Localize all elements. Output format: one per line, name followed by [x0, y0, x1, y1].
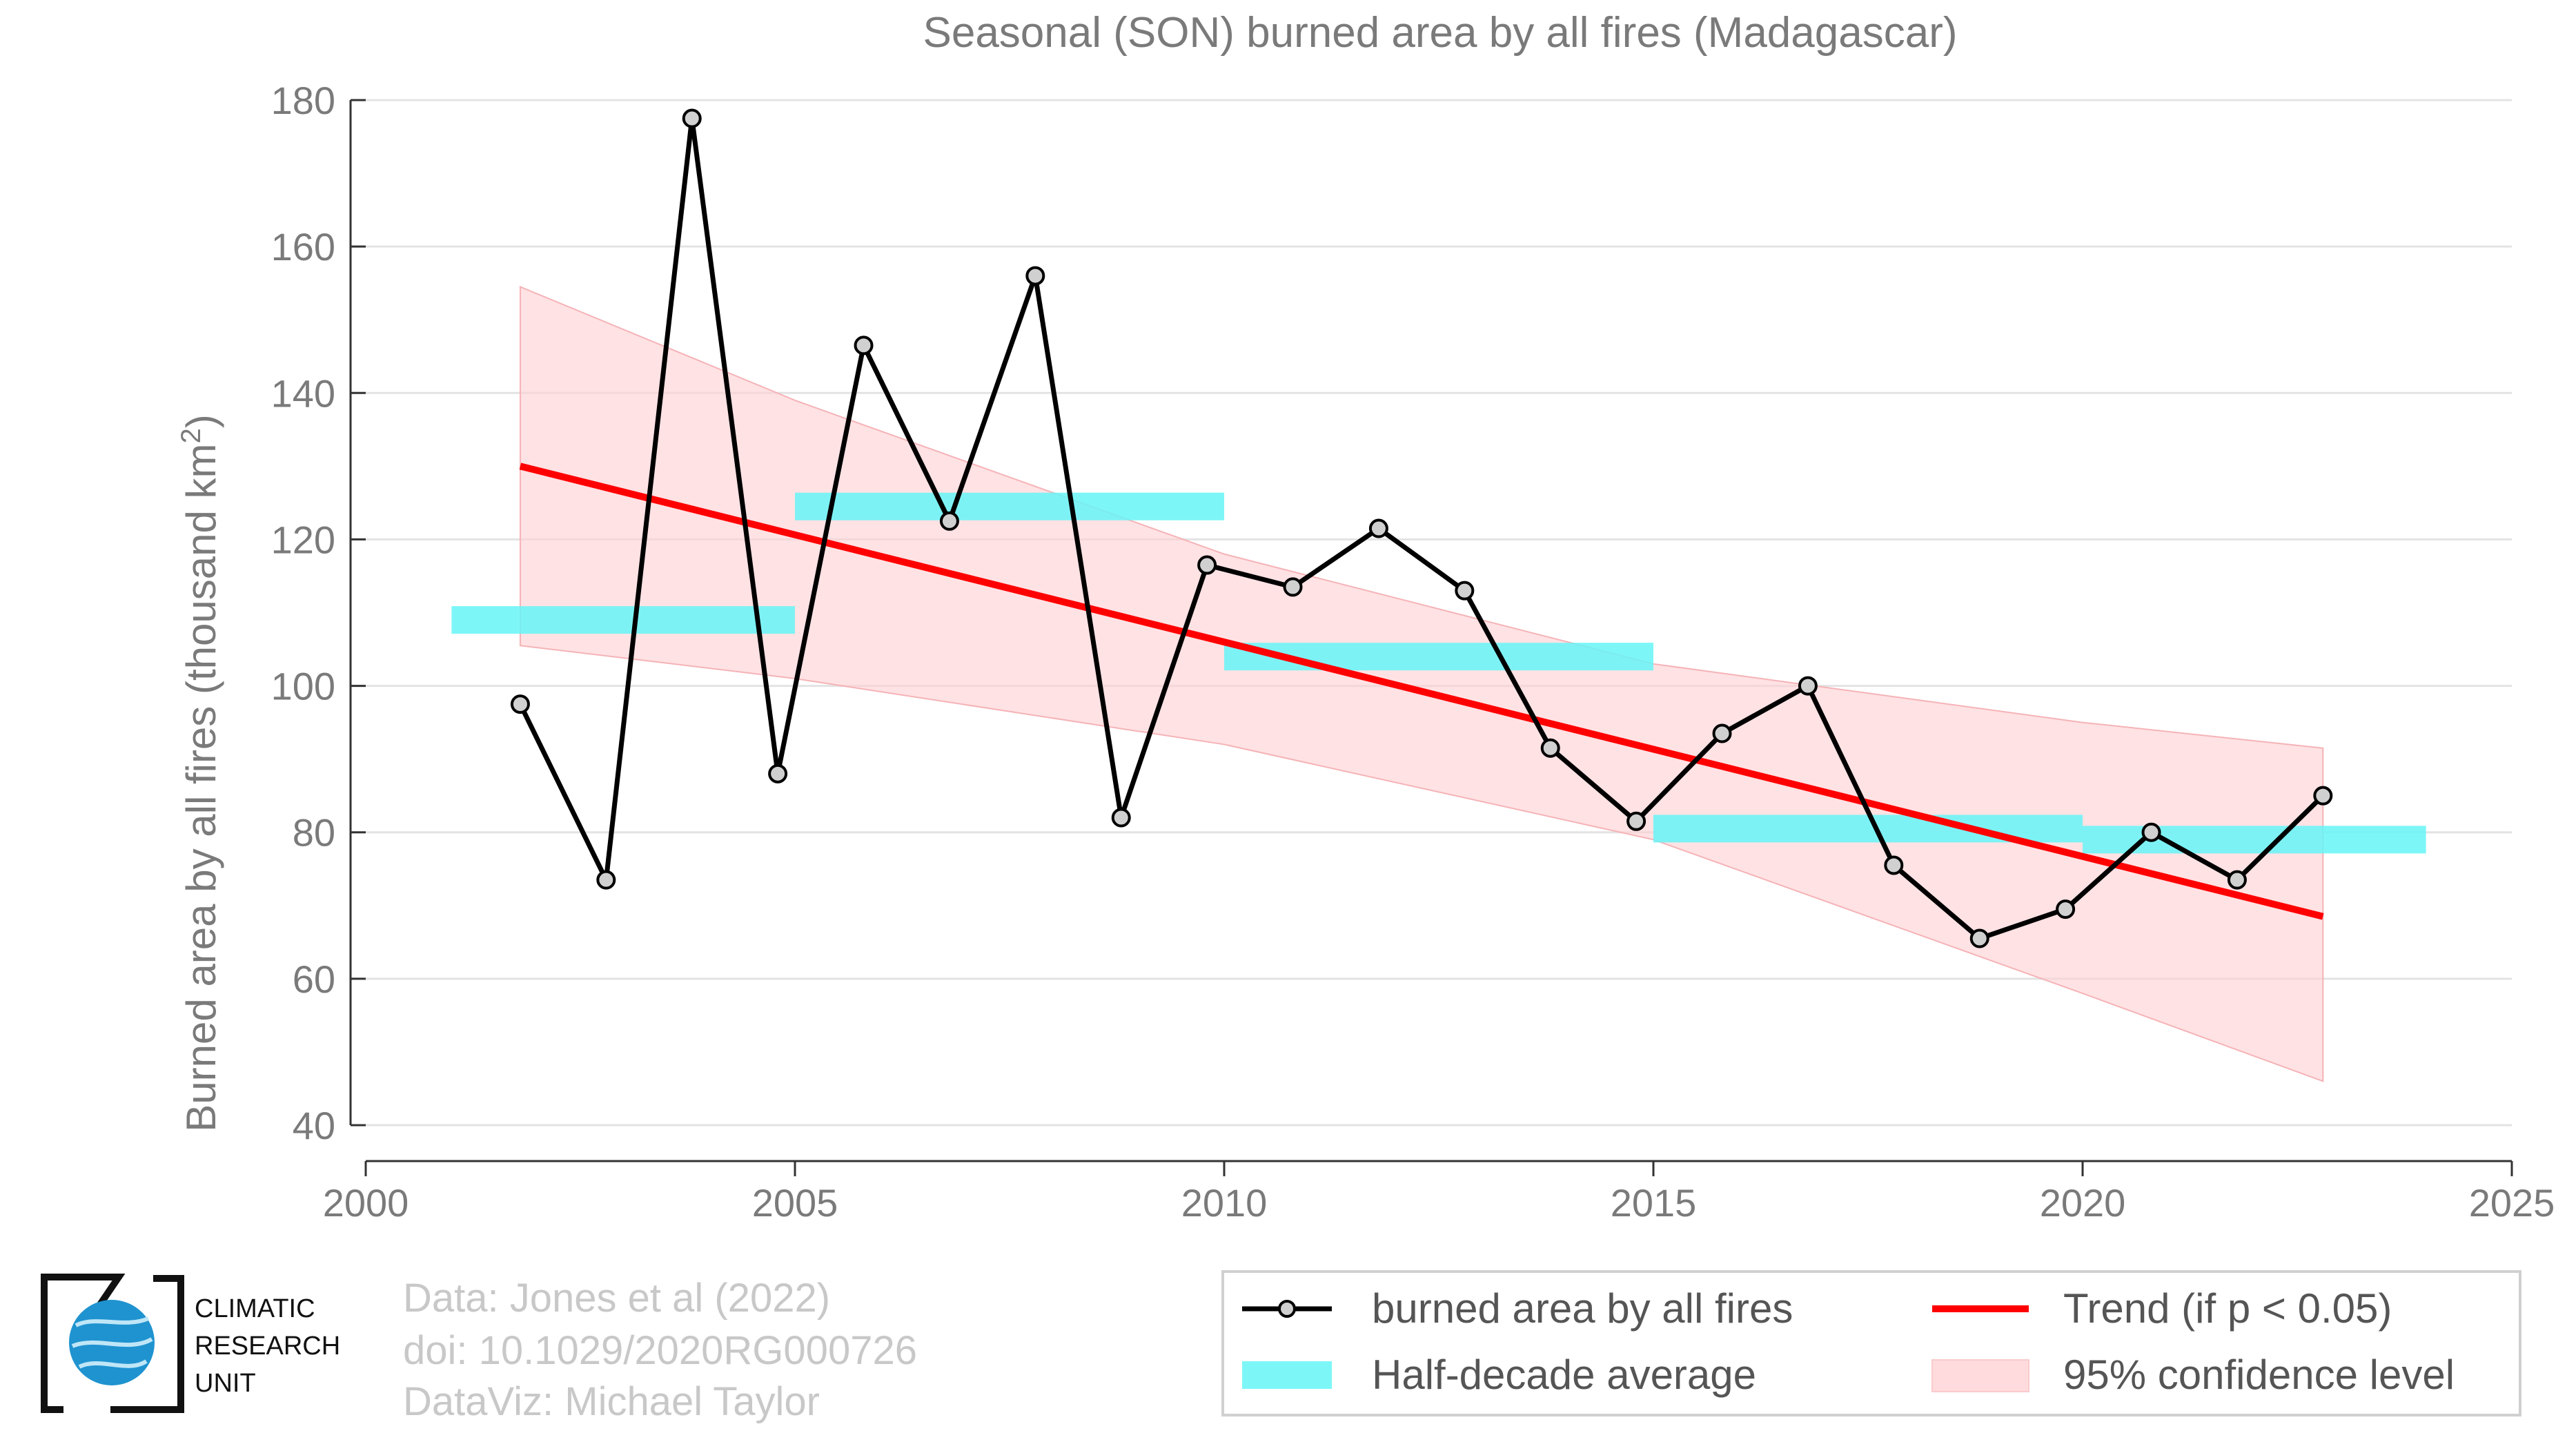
legend: burned area by all fires Half-decade ave…	[1221, 1270, 2521, 1416]
half-decade-average-layer	[451, 492, 2426, 854]
half-decade-bar-0	[451, 606, 795, 634]
legend-swatch-confidence	[1931, 1359, 2029, 1392]
credit-doi: doi: 10.1029/2020RG000726	[403, 1328, 917, 1373]
globe-swirl-1	[75, 1316, 150, 1327]
data-point-6	[1025, 266, 1045, 286]
data-point-13	[1626, 811, 1646, 831]
y-tick-label-60: 60	[293, 957, 335, 1001]
trend-line	[519, 462, 2324, 920]
y-axis-label-main: Burned area by all fires (thousand km	[178, 444, 224, 1132]
logo-bracket-left-bottom	[41, 1374, 63, 1413]
x-tick-label-2005: 2005	[752, 1181, 838, 1225]
globe-swirl-3	[78, 1359, 148, 1369]
y-tick-label-120: 120	[271, 518, 335, 561]
legend-box	[1221, 1270, 2521, 1416]
logo-bracket-left	[41, 1274, 126, 1374]
chart-title: Seasonal (SON) burned area by all fires …	[923, 9, 1957, 57]
data-point-11	[1455, 581, 1475, 601]
data-point-21	[2313, 786, 2333, 806]
logo-text-line3: UNIT	[195, 1369, 256, 1398]
logo-text-line1: CLIMATIC	[195, 1294, 315, 1323]
y-tick-label-80: 80	[293, 811, 335, 855]
legend-label-half-decade: Half-decade average	[1372, 1352, 1756, 1398]
data-point-8	[1197, 555, 1217, 575]
credit-dataviz: DataViz: Michael Taylor	[403, 1379, 820, 1424]
y-axis-label-superscript: 2	[176, 428, 206, 443]
y-axis-label: Burned area by all fires (thousand km2)	[176, 414, 224, 1131]
x-tick-label-2020: 2020	[2040, 1181, 2126, 1225]
y-tick-label-180: 180	[271, 79, 335, 122]
legend-swatch-half-decade	[1242, 1361, 1332, 1389]
legend-swatch-series-marker	[1278, 1300, 1296, 1318]
data-point-1	[596, 870, 616, 890]
x-tick-label-2025: 2025	[2469, 1181, 2555, 1225]
data-point-16	[1884, 855, 1904, 875]
data-point-10	[1368, 518, 1388, 538]
legend-label-confidence: 95% confidence level	[2063, 1352, 2455, 1398]
logo-text-line2: RESEARCH	[195, 1332, 340, 1361]
y-tick-label-160: 160	[271, 225, 335, 269]
data-point-2	[682, 108, 702, 128]
legend-label-trend: Trend (if p < 0.05)	[2063, 1285, 2392, 1332]
half-decade-bar-1	[795, 492, 1224, 520]
trend-layer	[519, 462, 2324, 920]
data-point-3	[768, 763, 788, 783]
cru-logo: CLIMATIC RESEARCH UNIT	[41, 1274, 340, 1413]
data-point-0	[510, 694, 530, 714]
data-point-14	[1712, 723, 1732, 743]
x-tick-label-2010: 2010	[1181, 1181, 1268, 1225]
y-tick-label-140: 140	[271, 371, 335, 415]
data-point-4	[854, 335, 874, 356]
svg-text:Burned area by all fires (thou: Burned area by all fires (thousand km2)	[176, 414, 224, 1131]
confidence-band	[519, 285, 2324, 1082]
data-point-9	[1283, 577, 1303, 597]
logo-bracket-right	[110, 1275, 184, 1413]
data-point-18	[2056, 899, 2076, 919]
credit-data: Data: Jones et al (2022)	[403, 1276, 830, 1321]
data-point-20	[2227, 870, 2247, 890]
y-tick-label-40: 40	[293, 1104, 335, 1147]
y-tick-label-100: 100	[271, 665, 335, 708]
y-axis-label-end: )	[178, 414, 224, 428]
data-point-19	[2141, 822, 2161, 842]
series-line	[518, 116, 2325, 942]
axes-layer: 40 60 80 100 120 140 160 180 2000 2005 2010 2015 202…	[271, 79, 2555, 1225]
data-point-15	[1798, 676, 1818, 696]
data-point-5	[939, 511, 959, 531]
data-point-12	[1540, 738, 1560, 758]
data-point-7	[1111, 808, 1131, 828]
x-tick-label-2000: 2000	[323, 1181, 409, 1225]
series-layer	[510, 108, 2333, 948]
data-point-17	[1969, 928, 1989, 948]
globe-swirl-2	[71, 1337, 153, 1348]
x-tick-label-2015: 2015	[1611, 1181, 1697, 1225]
legend-label-series: burned area by all fires	[1372, 1285, 1793, 1332]
confidence-band-layer	[519, 285, 2324, 1082]
